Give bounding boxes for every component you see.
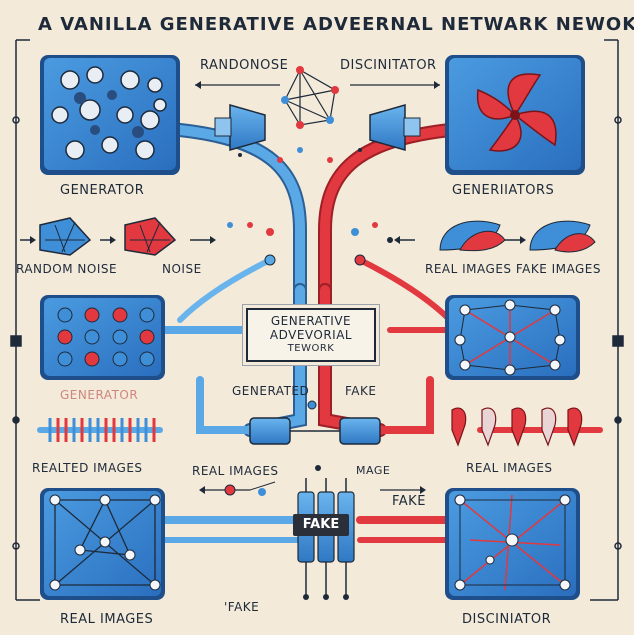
row2-shapes: [20, 217, 596, 256]
network-panel-right: [445, 295, 580, 380]
top-connectors: [195, 81, 440, 151]
label-discinitator-top: DISCINITATOR: [340, 58, 437, 73]
label-mage: MAGE: [356, 464, 391, 477]
label-noise: NOISE: [162, 262, 202, 276]
label-fake-right: FAKE: [392, 494, 426, 509]
label-real-fake-images: REAL IMAGES FAKE IMAGES: [425, 262, 601, 276]
diagram-title: A VANILLA GENERATIVE ADVEERNAL NETWARK N…: [38, 14, 634, 35]
network-panel-bottom-right: [445, 488, 580, 600]
label-real-images-mid: REAL IMAGES: [192, 464, 279, 478]
label-randonose: RANDONOSE: [200, 58, 289, 73]
mid-connectors: [249, 417, 381, 445]
label-fake-mid: FAKE: [345, 384, 377, 398]
center-box-line-2: ADVEVORIAL: [269, 328, 353, 342]
label-generator-blurred: GENERATOR: [60, 388, 139, 402]
generiators-panel-top-right: [445, 55, 585, 175]
generator-panel-top-left: [40, 55, 180, 175]
label-fake-bottom: 'FAKE: [224, 600, 260, 614]
frame-lines: [10, 39, 624, 601]
label-real-images-bottom: REAL IMAGES: [60, 612, 154, 627]
label-generated: GENERATED: [232, 384, 310, 398]
top-network-node: [281, 66, 339, 129]
center-box-line-1: GENERATIVE: [270, 314, 352, 328]
fake-tag: FAKE: [293, 514, 349, 536]
network-panel-bottom-left: [40, 488, 165, 600]
center-box-line-3: TEWORK: [287, 343, 335, 354]
row5-details: [199, 465, 426, 496]
label-random-noise: RANDOM NOISE: [16, 262, 118, 276]
label-disciniator-bottom: DISCINIATOR: [462, 612, 552, 627]
label-generator: GENERATOR: [60, 183, 145, 198]
dot-grid-panel-left: [40, 295, 165, 380]
label-real-images-right: REAL IMAGES: [466, 461, 553, 475]
label-generiators: GENERIIATORS: [452, 183, 555, 198]
bottom-connector-block: [297, 478, 355, 600]
gan-center-box: GENERATIVE ADVEVORIAL TEWORK: [246, 308, 376, 362]
label-realted-images: REALTED IMAGES: [32, 461, 143, 475]
row4-bars: [48, 407, 583, 447]
decor-dots: [227, 147, 393, 410]
